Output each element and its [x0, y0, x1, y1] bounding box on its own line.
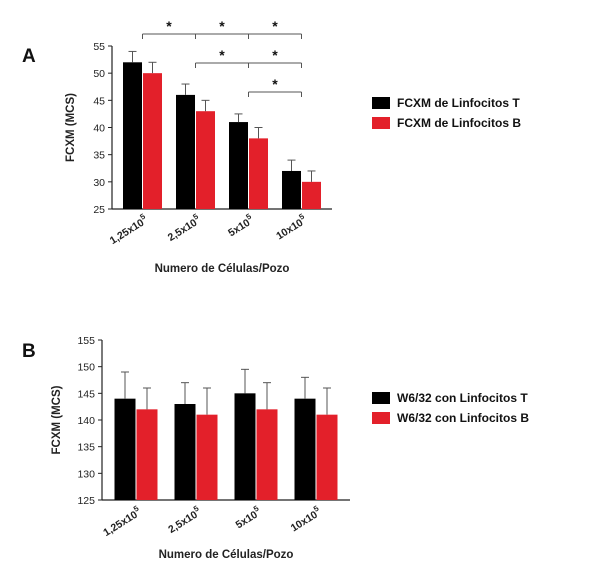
bar — [196, 111, 215, 209]
bar — [256, 409, 278, 500]
legend-swatch — [372, 97, 390, 109]
bar — [176, 94, 195, 209]
bar — [123, 62, 142, 209]
y-tick-label: 155 — [77, 335, 95, 347]
bar — [114, 398, 136, 500]
y-tick-label: 50 — [93, 68, 105, 80]
y-tick-label: 45 — [93, 95, 105, 107]
bar — [234, 393, 256, 500]
significance-star: * — [219, 18, 225, 34]
bar — [302, 181, 321, 209]
significance-star: * — [272, 47, 278, 63]
y-tick-label: 40 — [93, 123, 105, 135]
bar — [294, 398, 316, 500]
x-tick-label: 2,5x105 — [165, 504, 204, 536]
chart-panel-b: B 125 130 135 140 145 150 155 FCXM (MCS) 1,25x105… — [22, 335, 529, 561]
legend-label: FCXM de Linfocitos B — [397, 116, 521, 130]
x-axis-title: Numero de Células/Pozo — [155, 263, 290, 275]
bar — [229, 122, 248, 209]
y-tick-label: 135 — [77, 442, 95, 454]
bar — [136, 409, 158, 500]
significance-star: * — [272, 76, 278, 92]
x-tick-label: 10x105 — [287, 504, 324, 535]
significance-star: * — [166, 18, 172, 34]
bar — [143, 73, 162, 210]
legend-swatch — [372, 392, 390, 404]
y-tick-label: 125 — [77, 495, 95, 507]
y-tick-label: 35 — [93, 150, 105, 162]
legend-swatch — [372, 412, 390, 424]
x-tick-label: 2,5x105 — [164, 212, 203, 244]
chart-panel-a: A 25 30 35 40 45 50 55 FCXM (MCS) 1,25x105 2,5x105… — [22, 18, 521, 275]
bar — [282, 170, 301, 209]
x-tick-label: 5x105 — [232, 504, 264, 532]
significance-star: * — [272, 18, 278, 34]
x-tick-label: 5x105 — [225, 212, 257, 240]
y-tick-label: 145 — [77, 388, 95, 400]
y-tick-label: 130 — [77, 468, 95, 480]
legend-swatch — [372, 117, 390, 129]
y-tick-label: 150 — [77, 362, 95, 374]
x-axis-title: Numero de Células/Pozo — [159, 549, 294, 561]
bar — [174, 404, 196, 500]
x-tick-label: 1,25x105 — [106, 212, 150, 247]
y-tick-label: 25 — [93, 204, 105, 216]
bar — [316, 414, 338, 500]
y-axis-title: FCXM (MCS) — [65, 93, 77, 162]
x-tick-label: 1,25x105 — [100, 504, 144, 539]
bar — [249, 138, 268, 209]
legend-label: W6/32 con Linfocitos B — [397, 411, 529, 425]
significance-star: * — [219, 47, 225, 63]
y-tick-label: 30 — [93, 177, 105, 189]
y-tick-label: 55 — [93, 41, 105, 53]
y-axis-title: FCXM (MCS) — [51, 385, 63, 454]
y-tick-label: 140 — [77, 415, 95, 427]
bar — [196, 414, 218, 500]
panel-letter: A — [22, 46, 36, 67]
panel-letter: B — [22, 341, 36, 362]
legend-label: FCXM de Linfocitos T — [397, 96, 520, 110]
x-tick-label: 10x105 — [273, 212, 310, 243]
legend-label: W6/32 con Linfocitos T — [397, 391, 528, 405]
